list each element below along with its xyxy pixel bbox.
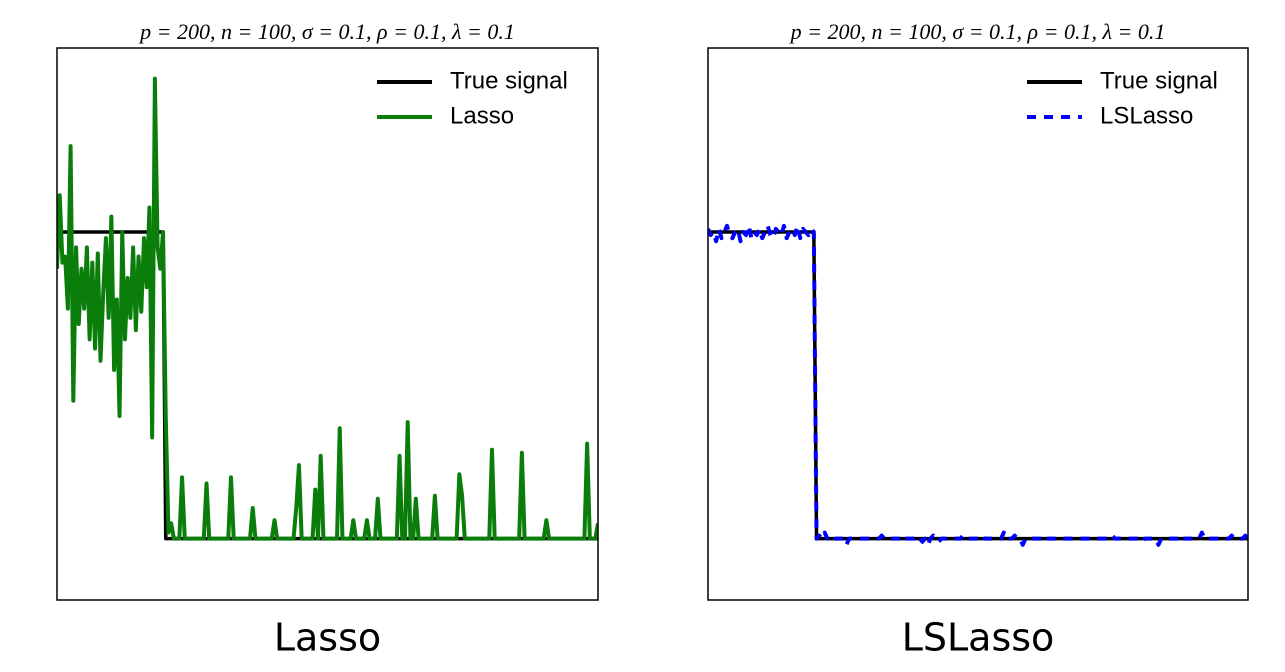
chart-title: p = 200, n = 100, σ = 0.1, ρ = 0.1, λ = … xyxy=(138,19,515,44)
data-line xyxy=(57,76,598,541)
legend-label: True signal xyxy=(1100,67,1218,94)
data-line xyxy=(708,230,1248,541)
legend-label: True signal xyxy=(450,67,568,94)
x-axis-label: Lasso xyxy=(274,616,381,660)
plot-frame xyxy=(56,47,599,601)
chart-panel: p = 200, n = 100, σ = 0.1, ρ = 0.1, λ = … xyxy=(56,19,599,660)
data-line xyxy=(708,223,1248,547)
legend-label: LSLasso xyxy=(1100,102,1193,129)
chart-title: p = 200, n = 100, σ = 0.1, ρ = 0.1, λ = … xyxy=(789,19,1166,44)
plot-frame xyxy=(707,47,1249,601)
legend-label: Lasso xyxy=(450,102,514,129)
chart-panel: p = 200, n = 100, σ = 0.1, ρ = 0.1, λ = … xyxy=(707,19,1249,660)
x-axis-label: LSLasso xyxy=(902,616,1055,660)
